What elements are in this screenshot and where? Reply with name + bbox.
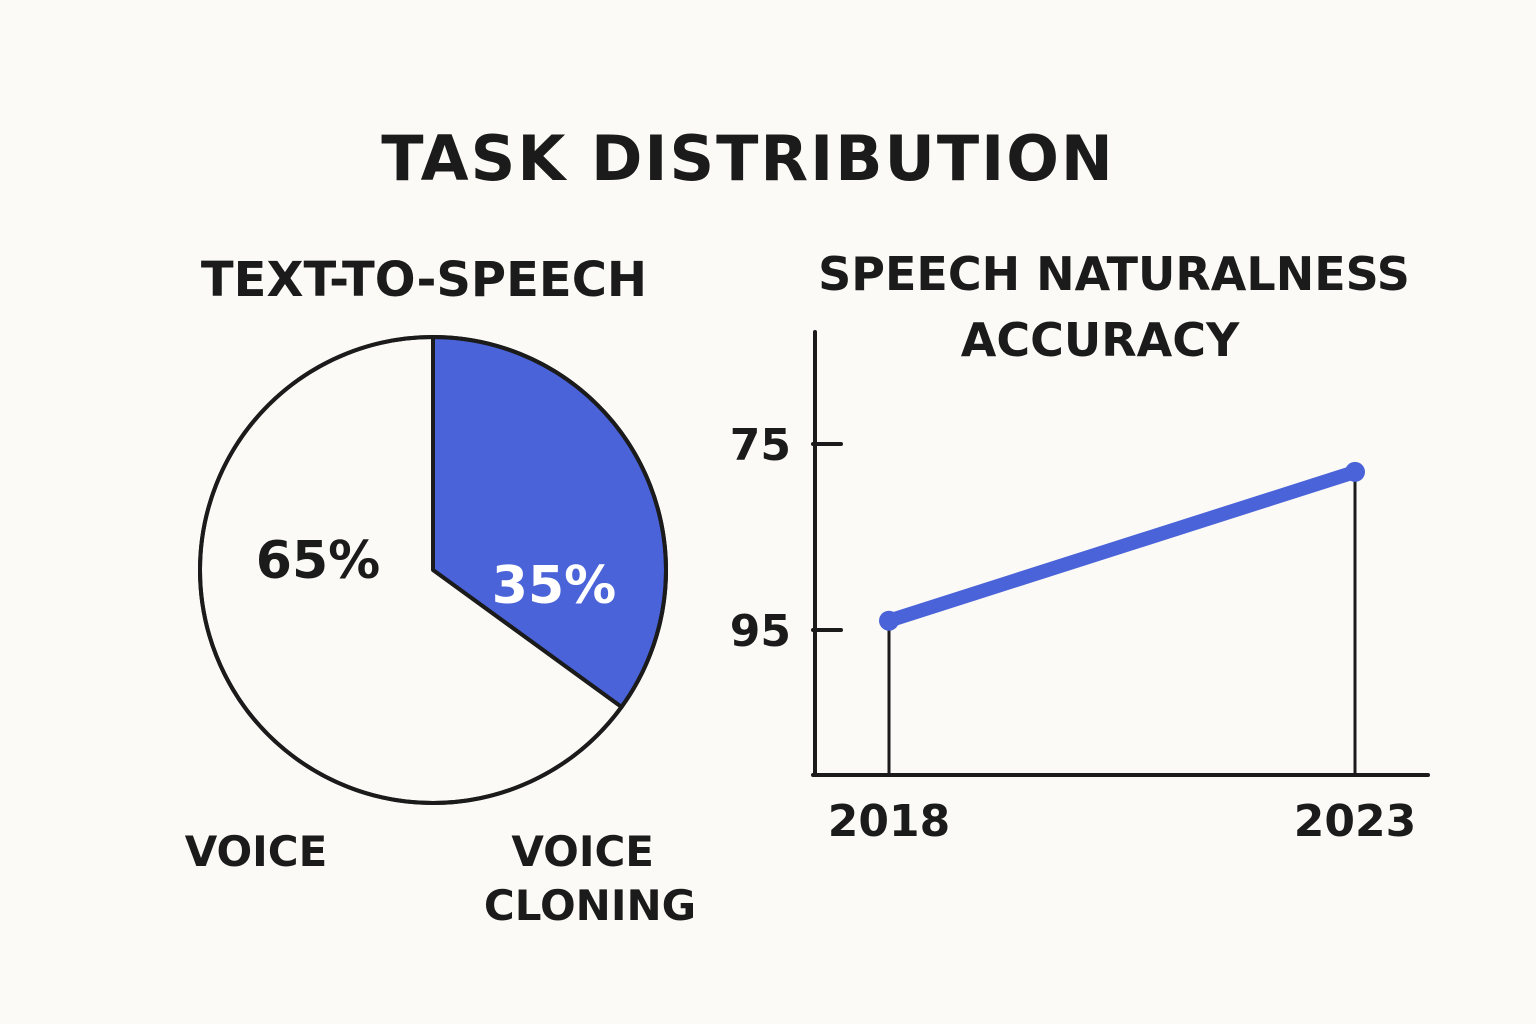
data-point-2018 — [879, 610, 899, 631]
y-tick-label-95: 95 — [730, 606, 791, 657]
pie-legend-voice: VOICE — [185, 827, 328, 876]
pie-slice-value-voice-cloning: 35% — [492, 556, 616, 616]
pie-legend-voice-cloning-line1: VOICE — [511, 827, 654, 876]
pie-chart-title: TEXT-TO-SPEECH — [201, 252, 647, 308]
pie-chart: TEXT-TO-SPEECH 65% 35% VOICE VOICE CLONI… — [185, 252, 696, 930]
y-tick-label-75: 75 — [730, 420, 791, 471]
x-tick-label-2023: 2023 — [1294, 796, 1416, 847]
pie-legend-voice-cloning-line2: CLONING — [484, 881, 696, 930]
line-chart-series — [879, 461, 1365, 775]
page-title: TASK DISTRIBUTION — [381, 122, 1115, 195]
series-line — [882, 464, 1362, 628]
line-chart-ticks: 75 95 2018 2023 — [730, 420, 1416, 847]
line-chart: SPEECH NATURALNESS ACCURACY 75 95 2018 2023 — [730, 247, 1430, 847]
line-chart-title-line2: ACCURACY — [961, 313, 1240, 367]
x-tick-label-2018: 2018 — [828, 796, 950, 847]
pie-legend-voice-cloning: VOICE CLONING — [484, 827, 696, 930]
pie-slices — [198, 335, 668, 805]
line-chart-title: SPEECH NATURALNESS ACCURACY — [818, 247, 1426, 367]
data-point-2023 — [1345, 461, 1365, 482]
pie-slice-value-voice: 65% — [256, 531, 380, 591]
pie-outline — [198, 335, 668, 805]
line-chart-title-line1: SPEECH NATURALNESS — [818, 247, 1410, 301]
